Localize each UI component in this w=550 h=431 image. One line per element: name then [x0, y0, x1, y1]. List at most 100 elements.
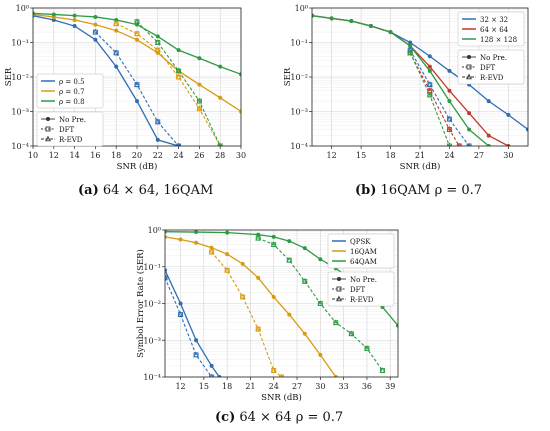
overlay-point-revd — [134, 30, 140, 36]
overlay-point-revd — [255, 325, 262, 332]
series-point — [135, 99, 139, 104]
series-point — [165, 234, 167, 239]
x-tick-label: 12 — [49, 151, 59, 160]
legend-box — [36, 73, 104, 109]
chart-c: 10⁰ 10⁻¹ 10⁻² 10⁻³ 10⁻⁴ 12 15 18 21 24 27 30 33 36 39 S… — [135, 226, 399, 403]
y-tick-label: 10⁰ — [148, 226, 161, 235]
overlay-point-revd — [113, 49, 120, 56]
x-axis-label: SNR (dB) — [261, 392, 302, 403]
legend-marker — [466, 73, 472, 80]
y-axis-label: SER — [4, 67, 14, 86]
series-group — [33, 11, 241, 146]
legend-marker-label: DFT — [480, 64, 495, 72]
series-point — [312, 13, 314, 18]
x-tick-label: 21 — [245, 382, 255, 391]
y-axis-label: Symbol Error Rate (SER) — [135, 249, 146, 358]
caption-a-letter: (a) — [78, 183, 99, 198]
legend-marker-label: R-EVD — [480, 74, 504, 82]
legend-marker-label: R-EVD — [59, 136, 83, 144]
series-point — [329, 16, 334, 21]
series-point — [368, 24, 373, 29]
series-point — [396, 323, 398, 328]
x-tick-label: 18 — [222, 382, 232, 391]
x-tick-label: 27 — [474, 151, 484, 160]
overlay-line — [211, 251, 282, 377]
legend-label: ρ = 0.7 — [59, 88, 85, 96]
x-tick-label: 20 — [132, 151, 142, 160]
series-point — [114, 28, 119, 33]
series-point — [256, 232, 261, 237]
series-point — [194, 240, 199, 245]
series-point — [447, 99, 452, 104]
overlay-point-revd — [154, 46, 161, 53]
overlay-point-revd — [446, 126, 453, 132]
legend-marker — [45, 135, 51, 142]
series-point — [209, 363, 214, 368]
plot-frame — [164, 229, 399, 378]
overlay-line — [409, 52, 460, 146]
overlay-point-revd — [446, 115, 453, 122]
caption-b-letter: (b) — [355, 183, 377, 198]
x-tick-label: 36 — [362, 382, 372, 391]
x-tick-label: 22 — [153, 151, 163, 160]
series-point — [217, 375, 222, 377]
overlay-point-revd — [134, 18, 140, 24]
legend-markers: No Pre. DFT R-EVD — [457, 49, 525, 85]
series-point — [197, 82, 202, 87]
legend-box — [36, 111, 104, 147]
series-point — [239, 109, 241, 114]
overlay-line — [409, 49, 470, 146]
x-tick-label: 15 — [356, 151, 366, 160]
series-point — [408, 40, 413, 45]
x-tick-label: 30 — [315, 382, 325, 391]
y-tick-label: 10⁰ — [16, 4, 29, 13]
x-tick-label: 24 — [269, 382, 279, 391]
series-point — [256, 275, 261, 280]
series-point — [447, 88, 452, 93]
legend-marker-label: R-EVD — [350, 296, 374, 304]
y-tick-label: 10⁻² — [290, 73, 308, 82]
legend-marker-label: DFT — [59, 126, 74, 134]
series-point — [447, 68, 452, 73]
x-tick-label: 39 — [385, 382, 395, 391]
caption-c-text: 64 × 64 ρ = 0.7 — [239, 410, 344, 425]
overlay-point-revd — [134, 81, 140, 87]
series-point — [194, 338, 199, 343]
x-tick-label: 28 — [215, 151, 225, 160]
legend-box — [457, 11, 525, 47]
series-point — [240, 261, 245, 266]
legend-marker — [467, 55, 471, 59]
legend-marker — [337, 277, 341, 281]
plot-frame — [311, 7, 529, 147]
y-tick-label: 10⁻³ — [143, 336, 161, 345]
series-point — [218, 64, 223, 69]
y-tick-label: 10⁻⁴ — [290, 142, 308, 151]
series-point — [93, 22, 98, 27]
overlay-point-revd — [196, 105, 203, 112]
series-point — [176, 48, 181, 53]
y-tick-label: 10⁻¹ — [143, 263, 161, 272]
x-tick-label: 33 — [339, 382, 349, 391]
y-tick-label: 10⁻³ — [11, 108, 29, 117]
x-tick-label: 21 — [415, 151, 425, 160]
overlay-point-revd — [154, 39, 161, 45]
series-point — [72, 17, 77, 22]
x-tick-label: 24 — [174, 151, 184, 160]
legend-markers: No Pre. DFT R-EVD — [327, 271, 395, 307]
y-axis-label: SER — [283, 67, 293, 86]
y-tick-label: 10⁻³ — [290, 108, 308, 117]
series-point — [239, 72, 241, 77]
series-point — [209, 245, 214, 250]
legend-label: ρ = 0.5 — [59, 78, 85, 86]
series-point — [486, 144, 491, 146]
overlay-point-revd — [426, 81, 433, 87]
y-tick-label: 10⁻² — [11, 73, 29, 82]
x-tick-label: 30 — [236, 151, 246, 160]
overlay-point-revd — [317, 300, 324, 306]
legend-label: 64 × 64 — [480, 26, 509, 34]
legend-label: QPSK — [350, 238, 371, 246]
overlay-point-revd — [113, 20, 120, 26]
x-tick-label: 18 — [385, 151, 395, 160]
overlay-point-revd — [196, 97, 203, 104]
legend-marker-label: No Pre. — [350, 276, 377, 284]
